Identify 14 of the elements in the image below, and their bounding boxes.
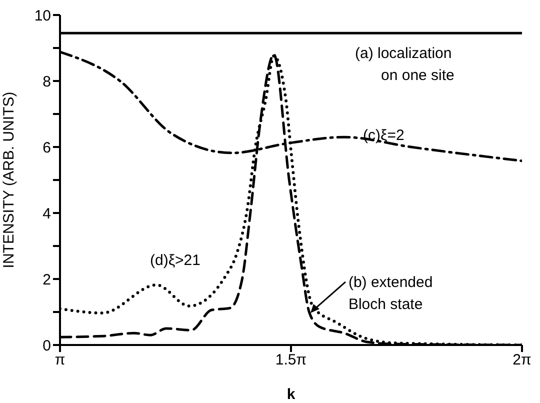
y-tick-label: 0 bbox=[42, 337, 51, 354]
y-tick-label: 8 bbox=[42, 73, 51, 90]
y-tick-label: 2 bbox=[42, 271, 51, 288]
y-tick-label: 10 bbox=[34, 7, 51, 24]
y-tick-label: 6 bbox=[42, 139, 51, 156]
annotation: (d)ξ>21 bbox=[150, 252, 200, 269]
x-tick-label: π bbox=[54, 352, 66, 369]
x-axis-title: k bbox=[286, 386, 296, 403]
y-tick-label: 4 bbox=[42, 205, 51, 222]
y-axis-title: INTENSITY (ARB. UNITS) bbox=[0, 92, 18, 268]
annotation: (b) extended Bloch state bbox=[348, 274, 433, 313]
annotation: (a) localization on one site bbox=[355, 45, 454, 84]
x-tick-label: 2π bbox=[512, 352, 532, 369]
x-tick-label: 1.5π bbox=[275, 352, 307, 369]
